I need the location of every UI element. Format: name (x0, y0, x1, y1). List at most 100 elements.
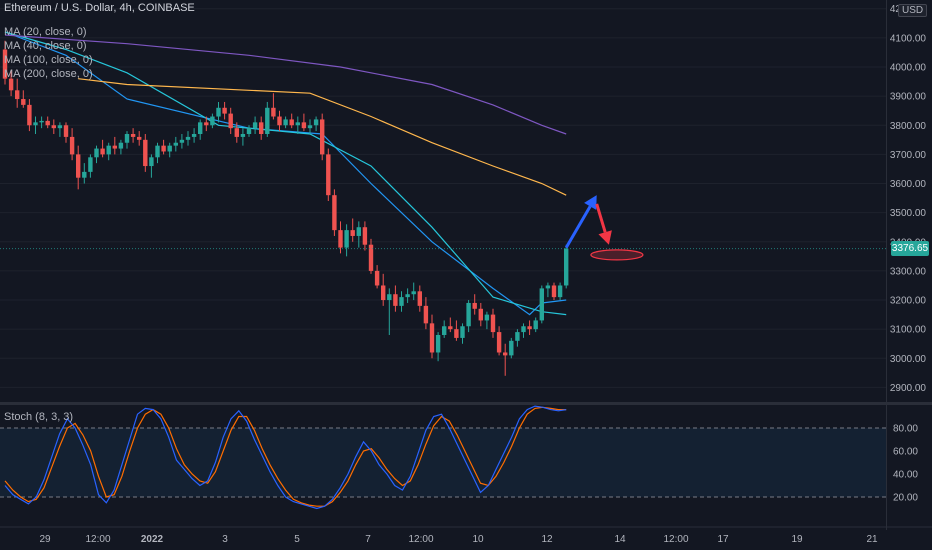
candle (466, 300, 471, 333)
stoch-d-line (4, 406, 567, 507)
candle (527, 320, 532, 335)
candle (2, 40, 8, 85)
candle-body (387, 294, 392, 301)
candle-body (143, 139, 148, 167)
candle-body (283, 119, 288, 126)
candle-body (326, 154, 331, 196)
stoch-tick-label: 80.00 (893, 424, 918, 435)
candle (198, 119, 203, 140)
candle (289, 113, 294, 129)
time-tick-label: 2022 (141, 534, 164, 545)
candle (307, 119, 313, 134)
candle-body (478, 308, 483, 321)
candle (252, 116, 258, 134)
arrow-head (584, 195, 597, 210)
candle (130, 128, 136, 143)
candle-body (527, 326, 532, 330)
candle (246, 125, 252, 137)
price-tick-label: 3600.00 (890, 179, 927, 190)
candle-body (374, 270, 380, 286)
candle-body (51, 125, 56, 129)
candle (137, 131, 142, 146)
candle (143, 134, 148, 172)
candle-body (179, 139, 185, 143)
candle (472, 294, 477, 315)
price-tick-label: 3800.00 (890, 121, 927, 132)
candle (478, 302, 483, 327)
candle-body (435, 335, 441, 353)
candle-body (289, 119, 294, 126)
candle (405, 288, 410, 303)
time-tick-label: 12:00 (408, 534, 433, 545)
arrow-annotation (595, 203, 612, 245)
candle-body (405, 294, 410, 298)
candle-body (393, 294, 398, 306)
ma100-legend[interactable]: MA (100, close, 0) (4, 54, 93, 66)
currency-badge[interactable]: USD (898, 4, 928, 17)
candle (69, 128, 75, 161)
stoch-tick-label: 20.00 (893, 493, 918, 504)
time-tick-label: 29 (39, 534, 51, 545)
price-tick-label: 3500.00 (890, 208, 927, 219)
candle (429, 314, 435, 359)
candle-body (313, 119, 319, 126)
candle-body (521, 326, 526, 333)
candle (503, 343, 508, 376)
candle (362, 221, 368, 251)
candle (417, 285, 422, 312)
candle (8, 69, 14, 97)
candle-body (332, 195, 337, 231)
time-tick-label: 19 (791, 534, 803, 545)
candle (27, 99, 32, 132)
candle (283, 116, 288, 129)
candle-body (295, 122, 300, 126)
candle (63, 122, 69, 143)
candle-body (149, 157, 154, 167)
candle-body (222, 107, 227, 114)
candle (490, 308, 496, 338)
candle-body (173, 142, 178, 146)
candle-body (362, 227, 368, 245)
stoch-tick-label: 60.00 (893, 447, 918, 458)
candle-body (94, 148, 99, 158)
candle (545, 282, 551, 298)
candle (332, 189, 337, 236)
candle (51, 119, 56, 134)
candle-body (259, 122, 264, 134)
time-tick-label: 12:00 (85, 534, 110, 545)
candle (112, 136, 117, 155)
candle-body (557, 285, 563, 298)
time-tick-label: 10 (472, 534, 484, 545)
ma200-legend[interactable]: MA (200, close, 0) (4, 68, 93, 80)
candle-body (118, 142, 124, 149)
candle-body (460, 326, 465, 338)
candle (374, 265, 380, 289)
candle-body (246, 128, 252, 134)
candle-body (466, 302, 471, 327)
arrow-head (598, 230, 612, 245)
stoch-legend[interactable]: Stoch (8, 3, 3) (4, 411, 74, 423)
candle-body (551, 285, 557, 298)
time-tick-label: 12:00 (663, 534, 688, 545)
candle-body (442, 326, 447, 335)
ma40-legend[interactable]: MA (40, close, 0) (4, 40, 87, 52)
time-tick-label: 21 (866, 534, 878, 545)
candle (295, 116, 300, 134)
candle-body (338, 230, 343, 248)
candle-body (155, 145, 160, 158)
candle (39, 116, 44, 129)
candle-body (63, 125, 69, 137)
candle-body (252, 122, 258, 129)
candle-body (69, 136, 75, 155)
candle (106, 142, 111, 161)
candle-body (45, 120, 50, 126)
candle-body (15, 90, 20, 100)
candle (149, 154, 154, 178)
price-tick-label: 3900.00 (890, 92, 927, 103)
ma20-line (4, 31, 567, 316)
ma20-legend[interactable]: MA (20, close, 0) (4, 26, 87, 38)
candle (210, 113, 215, 129)
candle-body (27, 104, 32, 126)
candle-body (503, 352, 508, 356)
